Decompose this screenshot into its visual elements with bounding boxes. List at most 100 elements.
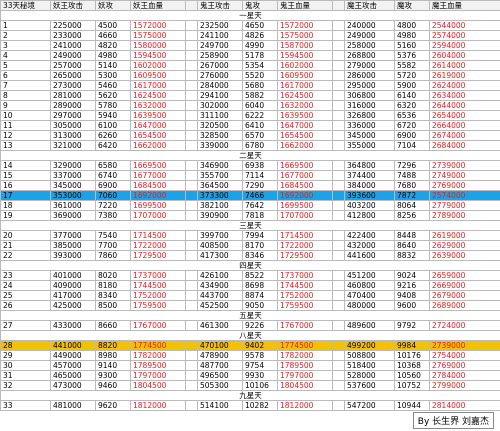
cell: 514100 bbox=[197, 400, 243, 411]
cell: 7380 bbox=[95, 210, 131, 221]
cell: 1580000 bbox=[130, 40, 186, 51]
cell: 29 bbox=[0, 350, 51, 361]
cell: 5900 bbox=[394, 80, 430, 91]
cell: 鬼王攻击 bbox=[197, 0, 243, 11]
cell: 6900 bbox=[394, 130, 430, 141]
cell: 1669500 bbox=[277, 160, 333, 171]
cell: 7872 bbox=[394, 190, 430, 201]
cell: 316000 bbox=[344, 100, 395, 111]
cell: 1677000 bbox=[130, 170, 186, 181]
cell: 1609500 bbox=[277, 70, 333, 81]
gap-cell bbox=[332, 370, 345, 381]
cell: 7818 bbox=[242, 210, 278, 221]
cell: 鬼攻 bbox=[242, 0, 278, 11]
row: 8 281000 5620 1624500 294100 5882 1624500 30680… bbox=[0, 90, 500, 101]
cell: 9600 bbox=[394, 300, 430, 311]
gap-cell bbox=[332, 280, 345, 291]
cell: 2674000 bbox=[429, 130, 500, 141]
cell: 225000 bbox=[50, 20, 96, 31]
cell: 1729500 bbox=[277, 250, 333, 261]
cell: 2689000 bbox=[429, 300, 500, 311]
gap-cell bbox=[332, 250, 345, 261]
row: 25 417000 8340 1752000 443700 8874 1752000 4704… bbox=[0, 290, 500, 301]
cell: 1572000 bbox=[130, 20, 186, 31]
cell: 470400 bbox=[344, 290, 395, 301]
cell: 9620 bbox=[95, 400, 131, 411]
cell: 425000 bbox=[50, 300, 96, 311]
row: 33 481000 9620 1812000 514100 10282 1812000 547… bbox=[0, 400, 500, 411]
cell: 1669500 bbox=[130, 160, 186, 171]
cell: 1707000 bbox=[130, 210, 186, 221]
gap-cell bbox=[332, 100, 345, 111]
gap-cell bbox=[185, 300, 198, 311]
cell: 1654500 bbox=[277, 130, 333, 141]
row: 7 273000 5460 1617000 284000 5680 1617000 29500… bbox=[0, 80, 500, 91]
cell: 2669000 bbox=[429, 280, 500, 291]
sheet-body: 33天秘境 妖王攻击 妖攻 妖王血量 鬼王攻击 鬼攻 鬼王血量 魔王攻击 魔攻 魔王血量 一星天 1 2… bbox=[0, 0, 500, 411]
cell: 393000 bbox=[50, 250, 96, 261]
cell: 289000 bbox=[50, 100, 96, 111]
cell: 9216 bbox=[394, 280, 430, 291]
gap-cell bbox=[185, 20, 198, 31]
cell: 8180 bbox=[95, 280, 131, 291]
cell: 9754 bbox=[242, 360, 278, 371]
cell: 16 bbox=[0, 180, 51, 191]
gap-cell bbox=[332, 60, 345, 71]
cell: 1812000 bbox=[277, 400, 333, 411]
cell: 460800 bbox=[344, 280, 395, 291]
cell: 2619000 bbox=[429, 70, 500, 81]
gap-cell bbox=[332, 50, 345, 61]
row: 30 457000 9140 1789500 487700 9754 1789500 5184… bbox=[0, 360, 500, 371]
cell: 10 bbox=[0, 110, 51, 121]
cell: 8170 bbox=[242, 240, 278, 251]
gap-cell bbox=[332, 320, 345, 331]
cell: 5620 bbox=[95, 90, 131, 101]
cell: 7104 bbox=[394, 140, 430, 151]
gap-cell bbox=[185, 90, 198, 101]
cell: 10106 bbox=[242, 380, 278, 391]
cell: 284000 bbox=[197, 80, 243, 91]
cell: 279000 bbox=[344, 60, 395, 71]
cell: 10282 bbox=[242, 400, 278, 411]
cell: 286000 bbox=[344, 70, 395, 81]
cell: 6260 bbox=[95, 130, 131, 141]
gap-cell bbox=[332, 200, 345, 211]
cell: 1632000 bbox=[277, 100, 333, 111]
cell: 1647000 bbox=[277, 120, 333, 131]
row: 32 473000 9460 1804500 505300 10106 1804500 537… bbox=[0, 380, 500, 391]
cell: 417000 bbox=[50, 290, 96, 301]
cell: 10944 bbox=[394, 400, 430, 411]
cell: 1617000 bbox=[130, 80, 186, 91]
cell: 7488 bbox=[394, 170, 430, 181]
cell: 24 bbox=[0, 280, 51, 291]
cell: 8522 bbox=[242, 270, 278, 281]
gap-cell bbox=[185, 40, 198, 51]
cell: 273000 bbox=[50, 80, 96, 91]
cell: 4500 bbox=[95, 20, 131, 31]
gap-cell bbox=[185, 140, 198, 151]
cell: 8064 bbox=[394, 200, 430, 211]
section-title: 一星天 bbox=[0, 10, 500, 21]
gap-cell bbox=[332, 180, 345, 191]
cell: 336000 bbox=[344, 120, 395, 131]
cell: 8 bbox=[0, 90, 51, 101]
row: 20 377000 7540 1714500 399700 7994 1714500 4224… bbox=[0, 230, 500, 241]
row: 26 425000 8500 1759500 452500 9050 1759500 4800… bbox=[0, 300, 500, 311]
gap-cell bbox=[332, 0, 345, 11]
cell: 232500 bbox=[197, 20, 243, 31]
cell: 5780 bbox=[95, 100, 131, 111]
cell: 2634000 bbox=[429, 90, 500, 101]
row: 15 337000 6740 1677000 355700 7114 1677000 3744… bbox=[0, 170, 500, 181]
cell: 321000 bbox=[50, 140, 96, 151]
row: 14 329000 6580 1669500 346900 6938 1669500 3648… bbox=[0, 160, 500, 171]
cell: 魔王血量 bbox=[429, 0, 500, 11]
cell: 10752 bbox=[394, 380, 430, 391]
cell: 9408 bbox=[394, 290, 430, 301]
row: 23 401000 8020 1737000 426100 8522 1737000 4512… bbox=[0, 270, 500, 281]
cell: 499200 bbox=[344, 340, 395, 351]
cell: 6580 bbox=[95, 160, 131, 171]
cell: 441000 bbox=[50, 340, 96, 351]
cell: 4660 bbox=[95, 30, 131, 41]
cell: 鬼王血量 bbox=[277, 0, 333, 11]
